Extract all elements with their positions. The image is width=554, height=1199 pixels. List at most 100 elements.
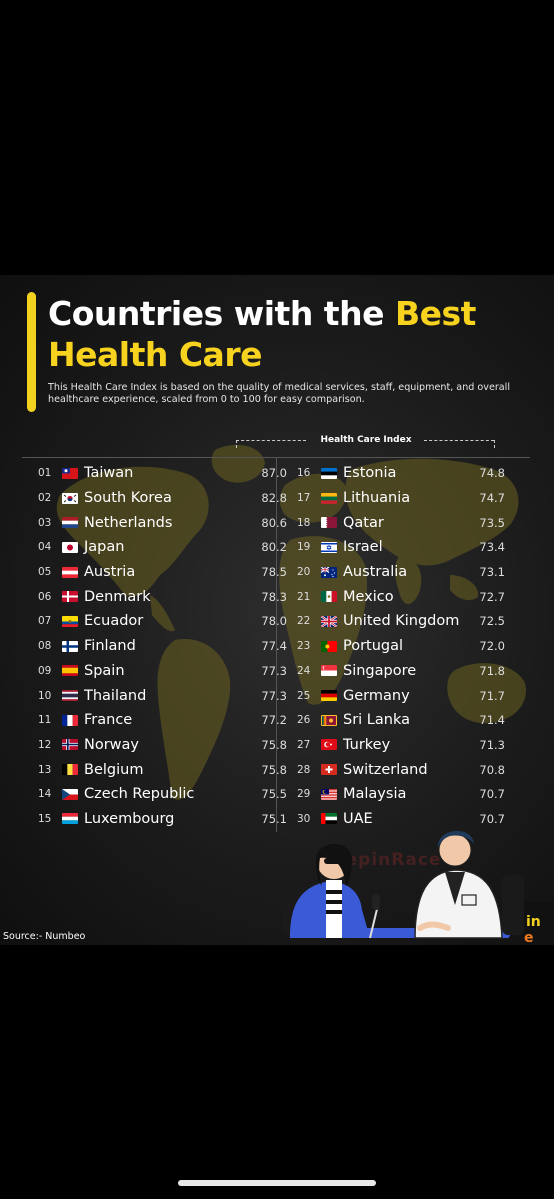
- country-name: Estonia: [343, 465, 397, 482]
- subtitle: This Health Care Index is based on the q…: [48, 382, 511, 405]
- rank-number: 18: [297, 516, 311, 529]
- table-row: 26 Sri Lanka 71.4: [297, 708, 537, 733]
- mexico-flag-icon: [321, 591, 337, 603]
- israel-flag-icon: [321, 541, 337, 553]
- country-name: Malaysia: [343, 786, 407, 803]
- country-name: Spain: [84, 662, 125, 679]
- rank-number: 01: [38, 467, 52, 480]
- page-title: Countries with the Best Health Care: [48, 293, 528, 375]
- health-care-index-value: 71.3: [479, 737, 505, 752]
- austria-flag-icon: [62, 566, 78, 578]
- svg-text:in: in: [526, 914, 541, 930]
- country-name: Switzerland: [343, 761, 428, 778]
- country-name: Portugal: [343, 638, 404, 655]
- ranking-column-left: 01 Taiwan 87.0 02 South Korea 82.8 03 Netherlan…: [38, 461, 287, 831]
- germany-flag-icon: [321, 690, 337, 702]
- table-row: 14 Czech Republic 75.5: [38, 782, 287, 807]
- rank-number: 09: [38, 664, 52, 677]
- sri-lanka-flag-icon: [321, 714, 337, 726]
- health-care-index-value: 78.3: [261, 589, 287, 604]
- rank-number: 12: [38, 738, 52, 751]
- rank-number: 27: [297, 738, 311, 751]
- country-name: Norway: [84, 736, 140, 753]
- rank-number: 05: [38, 566, 52, 579]
- world-map-graphic: [56, 444, 526, 800]
- rank-number: 30: [297, 812, 311, 825]
- country-name: France: [84, 712, 133, 729]
- table-row: 24 Singapore 71.8: [297, 659, 537, 684]
- rank-number: 28: [297, 763, 311, 776]
- czech-republic-flag-icon: [62, 788, 78, 800]
- health-care-index-value: 73.1: [479, 565, 505, 580]
- health-care-index-value: 73.5: [479, 515, 505, 530]
- table-row: 17 Lithuania 74.7: [297, 486, 537, 511]
- rank-number: 19: [297, 541, 311, 554]
- norway-flag-icon: [62, 739, 78, 751]
- rank-number: 08: [38, 640, 52, 653]
- country-name: Lithuania: [343, 490, 411, 507]
- country-name: Denmark: [84, 588, 151, 605]
- header-tick-left: [236, 440, 237, 448]
- country-name: Qatar: [343, 514, 384, 531]
- table-row: 09 Spain 77.3: [38, 659, 287, 684]
- country-name: Israel: [343, 539, 383, 556]
- rank-number: 17: [297, 492, 311, 505]
- taiwan-flag-icon: [62, 467, 78, 479]
- country-name: Thailand: [84, 687, 147, 704]
- table-row: 16 Estonia 74.8: [297, 461, 537, 486]
- country-name: Turkey: [343, 736, 391, 753]
- health-care-index-value: 70.7: [479, 811, 505, 826]
- australia-flag-icon: [321, 566, 337, 578]
- rank-number: 16: [297, 467, 311, 480]
- france-flag-icon: [62, 714, 78, 726]
- health-care-index-value: 70.7: [479, 787, 505, 802]
- country-name: Netherlands: [84, 514, 173, 531]
- health-care-index-value: 77.3: [261, 663, 287, 678]
- japan-flag-icon: [62, 541, 78, 553]
- rank-number: 02: [38, 492, 52, 505]
- lithuania-flag-icon: [321, 492, 337, 504]
- title-part2: Health Care: [48, 335, 262, 374]
- health-care-index-value: 87.0: [261, 466, 287, 481]
- luxembourg-flag-icon: [62, 813, 78, 825]
- health-care-index-value: 74.7: [479, 491, 505, 506]
- ranking-column-right: 16 Estonia 74.8 17 Lithuania 74.7 18 Qatar 73.5 1…: [297, 461, 537, 831]
- table-row: 25 Germany 71.7: [297, 683, 537, 708]
- health-care-index-value: 77.2: [261, 713, 287, 728]
- table-row: 30 UAE 70.7: [297, 807, 537, 832]
- value-header-label: Health Care Index: [320, 435, 412, 445]
- united-kingdom-flag-icon: [321, 615, 337, 627]
- country-name: Austria: [84, 564, 136, 581]
- title-highlight: Best: [394, 294, 476, 333]
- country-name: South Korea: [84, 490, 172, 507]
- rank-number: 06: [38, 590, 52, 603]
- rank-number: 25: [297, 689, 311, 702]
- health-care-index-value: 77.4: [261, 639, 287, 654]
- health-care-index-value: 77.3: [261, 688, 287, 703]
- belgium-flag-icon: [62, 764, 78, 776]
- portugal-flag-icon: [321, 640, 337, 652]
- health-care-index-value: 71.7: [479, 688, 505, 703]
- table-row: 11 France 77.2: [38, 708, 287, 733]
- table-row: 02 South Korea 82.8: [38, 486, 287, 511]
- country-name: Australia: [343, 564, 408, 581]
- table-row: 18 Qatar 73.5: [297, 510, 537, 535]
- estonia-flag-icon: [321, 467, 337, 479]
- infographic: DeepinRace Countries with the Best Healt…: [0, 275, 554, 945]
- turkey-flag-icon: [321, 739, 337, 751]
- rank-number: 20: [297, 566, 311, 579]
- country-name: Czech Republic: [84, 786, 195, 803]
- table-row: 08 Finland 77.4: [38, 634, 287, 659]
- header-dash-left: [236, 440, 306, 441]
- health-care-index-value: 71.4: [479, 713, 505, 728]
- health-care-index-value: 80.2: [261, 540, 287, 555]
- country-name: Belgium: [84, 761, 144, 778]
- rank-number: 04: [38, 541, 52, 554]
- home-indicator[interactable]: [178, 1180, 376, 1186]
- health-care-index-value: 74.8: [479, 466, 505, 481]
- rank-number: 03: [38, 516, 52, 529]
- health-care-index-value: 82.8: [261, 491, 287, 506]
- health-care-index-value: 71.8: [479, 663, 505, 678]
- finland-flag-icon: [62, 640, 78, 652]
- qatar-flag-icon: [321, 517, 337, 529]
